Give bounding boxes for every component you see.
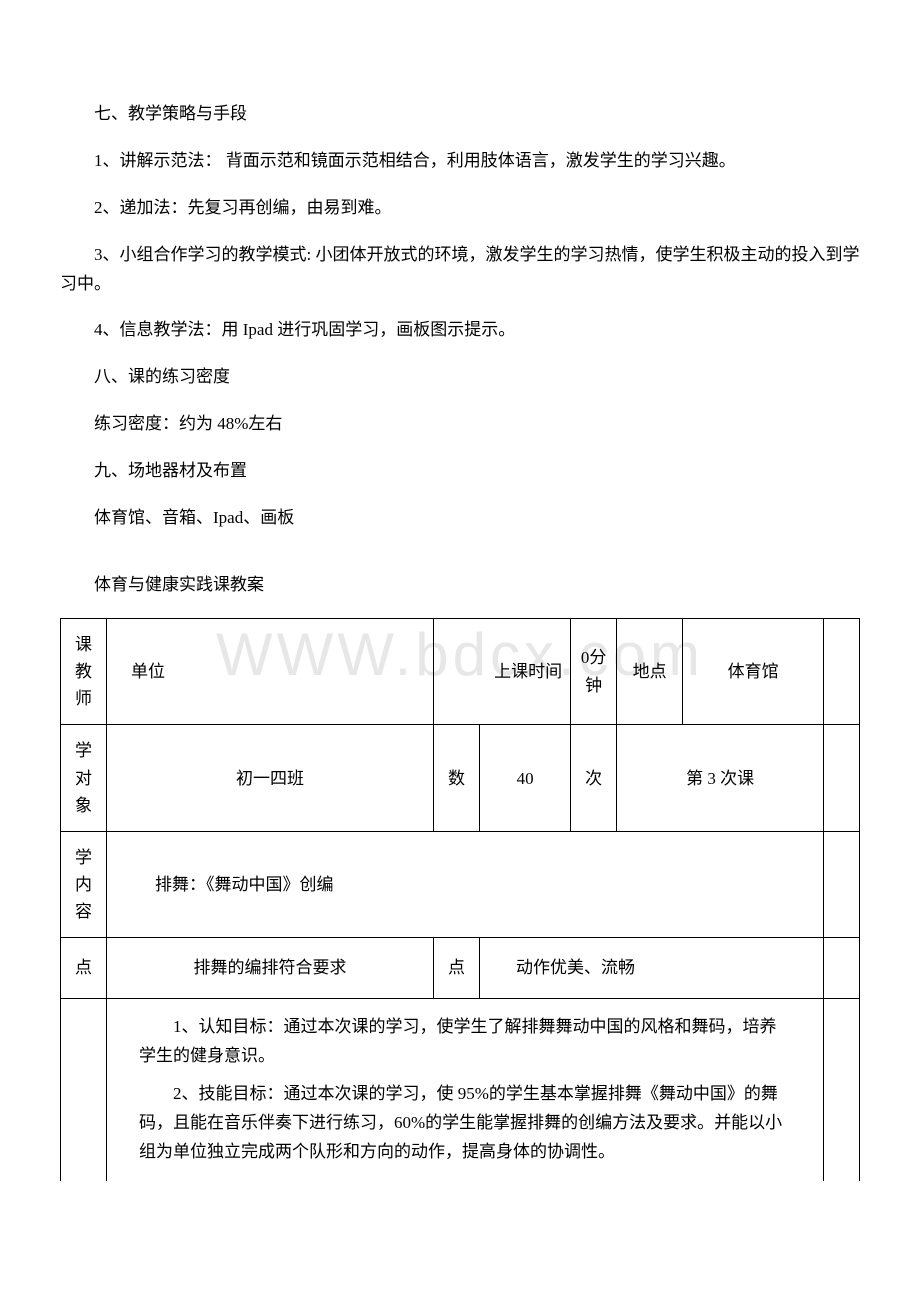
section-7-item-1: 1、讲解示范法： 背面示范和镜面示范相结合，利用肢体语言，激发学生的学习兴趣。 (60, 147, 860, 176)
cell-target-label: 学对象 (61, 725, 107, 832)
section-7-title: 七、教学策略与手段 (60, 100, 860, 129)
section-8-content: 练习密度：约为 48%左右 (60, 410, 860, 439)
cell-keypoint-value: 排舞的编排符合要求 (107, 938, 434, 998)
cell-difficulty-value: 动作优美、流畅 (480, 938, 824, 998)
table-row-5: 1、认知目标：通过本次课的学习，使学生了解排舞舞动中国的风格和舞码，培养学生的健… (61, 998, 860, 1181)
cell-teacher-label: 课教师 (61, 618, 107, 725)
cell-duration: 0分钟 (571, 618, 617, 725)
goal-1: 1、认知目标：通过本次课的学习，使学生了解排舞舞动中国的风格和舞码，培养学生的健… (139, 1013, 791, 1071)
cell-time-label: 上课时间 (434, 618, 571, 725)
cell-class-value: 初一四班 (107, 725, 434, 832)
cell-count-label: 数 (434, 725, 480, 832)
lesson-plan-table: 课教师 单位 上课时间 0分钟 地点 体育馆 学对象 初一四班 数 40 次 第… (60, 618, 860, 1181)
table-row-4: 点 排舞的编排符合要求 点 动作优美、流畅 (61, 938, 860, 998)
cell-goals-content: 1、认知目标：通过本次课的学习，使学生了解排舞舞动中国的风格和舞码，培养学生的健… (107, 998, 824, 1181)
section-7-item-2: 2、递加法：先复习再创编，由易到难。 (60, 194, 860, 223)
cell-content-label: 学内容 (61, 831, 107, 938)
cell-session-label: 次 (571, 725, 617, 832)
table-row-1: 课教师 单位 上课时间 0分钟 地点 体育馆 (61, 618, 860, 725)
section-7-item-4: 4、信息教学法：用 Ipad 进行巩固学习，画板图示提示。 (60, 316, 860, 345)
table-row-2: 学对象 初一四班 数 40 次 第 3 次课 (61, 725, 860, 832)
cell-keypoint-label: 点 (61, 938, 107, 998)
cell-unit-label: 单位 (107, 618, 434, 725)
section-8-title: 八、课的练习密度 (60, 363, 860, 392)
cell-difficulty-label: 点 (434, 938, 480, 998)
document-content: 七、教学策略与手段 1、讲解示范法： 背面示范和镜面示范相结合，利用肢体语言，激… (60, 100, 860, 1181)
cell-content-value: 排舞：《舞动中国》创编 (107, 831, 824, 938)
cell-goals-label (61, 998, 107, 1181)
section-9-content: 体育馆、音箱、Ipad、画板 (60, 504, 860, 533)
table-row-3: 学内容 排舞：《舞动中国》创编 (61, 831, 860, 938)
lesson-plan-title: 体育与健康实践课教案 (60, 571, 860, 600)
cell-place-value: 体育馆 (683, 618, 824, 725)
goal-2: 2、技能目标：通过本次课的学习，使 95%的学生基本掌握排舞《舞动中国》的舞码，… (139, 1080, 791, 1167)
cell-place-label: 地点 (617, 618, 683, 725)
section-7-item-3: 3、小组合作学习的教学模式: 小团体开放式的环境，激发学生的学习热情，使学生积极… (60, 241, 860, 299)
cell-count-value: 40 (480, 725, 571, 832)
section-9-title: 九、场地器材及布置 (60, 457, 860, 486)
cell-session-value: 第 3 次课 (617, 725, 824, 832)
